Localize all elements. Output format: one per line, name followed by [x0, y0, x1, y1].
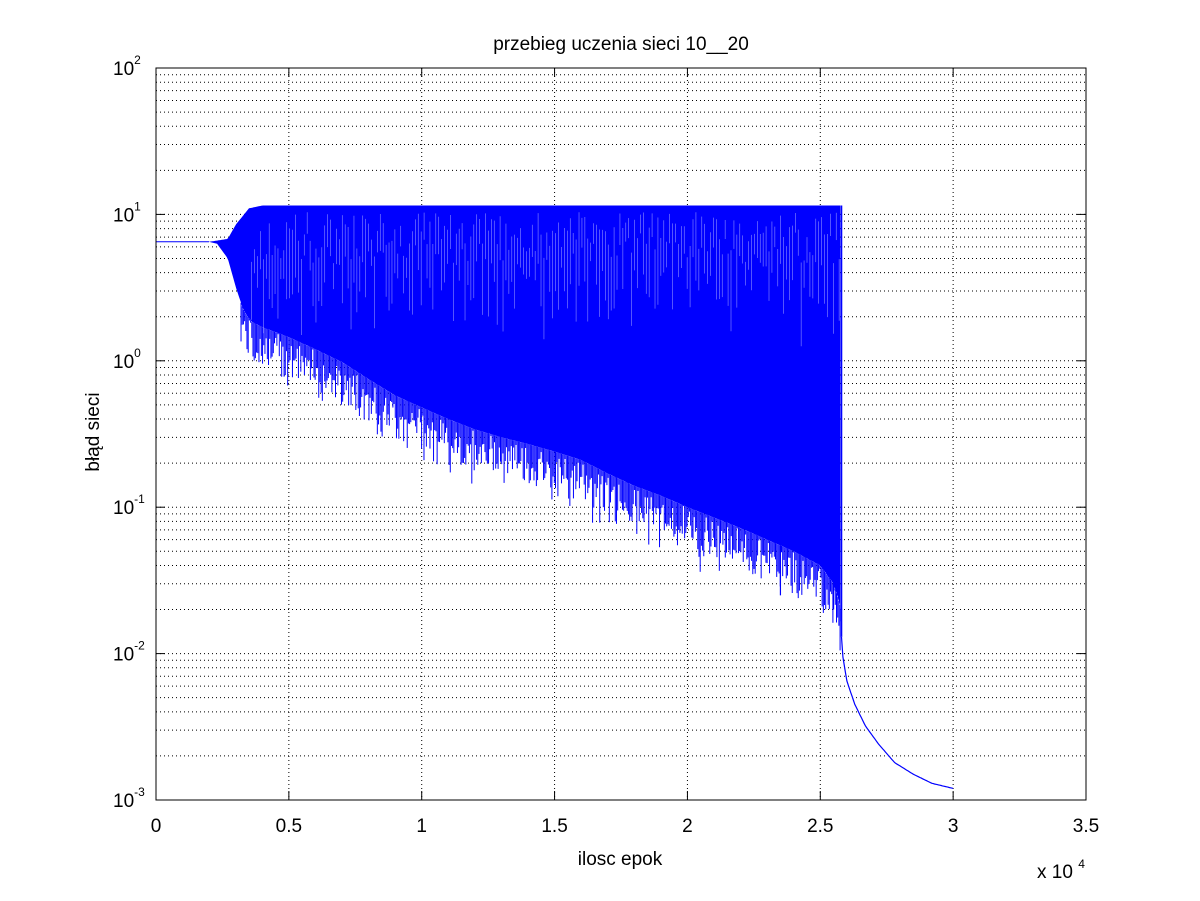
x-tick-label: 1 [416, 816, 427, 837]
y-axis-label: błąd sieci [83, 392, 104, 471]
series-decay-tail [840, 636, 954, 789]
x-tick-label: 3.5 [1073, 816, 1099, 837]
x-axis-multiplier-base: x 10 [1037, 862, 1073, 883]
x-axis-multiplier: x 10 4 [1037, 857, 1085, 883]
y-tick-label: 10-3 [113, 785, 145, 812]
x-axis-ticks: 0 0.5 1 1.5 2 2.5 3 3.5 [151, 68, 1099, 837]
x-axis-label: ilosc epok [578, 849, 663, 870]
x-tick-label: 3 [948, 816, 959, 837]
series-line-body [209, 205, 841, 607]
plot-frame [155, 67, 1087, 801]
x-tick-label: 0 [151, 816, 162, 837]
series-line-details [156, 205, 954, 789]
y-axis-ticks: 10-3 10-2 10-1 100 101 102 [113, 53, 1086, 812]
y-tick-label: 10-2 [113, 639, 145, 666]
y-tick-label: 10-1 [113, 492, 145, 519]
x-tick-label: 0.5 [276, 816, 302, 837]
x-tick-label: 2.5 [807, 816, 833, 837]
x-tick-label: 2 [682, 816, 693, 837]
y-tick-label: 101 [113, 199, 141, 226]
x-tick-label: 1.5 [541, 816, 567, 837]
y-tick-label: 100 [113, 346, 141, 373]
y-tick-label: 102 [113, 53, 141, 80]
x-axis-multiplier-exponent: 4 [1078, 857, 1085, 871]
plot-area [156, 205, 954, 789]
chart-title: przebieg uczenia sieci 10__20 [493, 34, 749, 55]
